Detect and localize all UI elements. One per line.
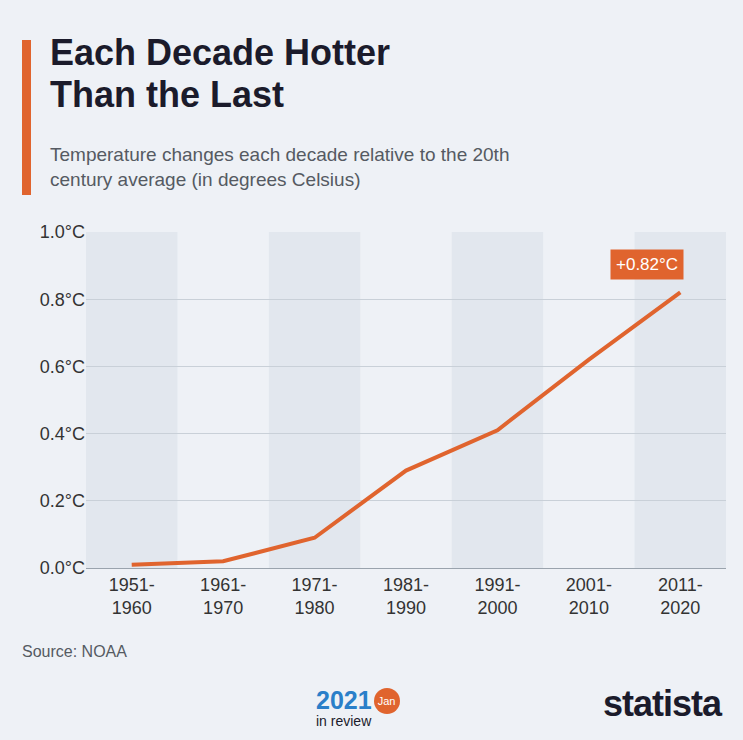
svg-text:0.6°C: 0.6°C <box>40 357 85 377</box>
svg-text:1971-1980: 1971-1980 <box>292 575 338 618</box>
svg-text:1961-1970: 1961-1970 <box>200 575 246 618</box>
svg-text:0.8°C: 0.8°C <box>40 290 85 310</box>
html-text:Each Decade Hotter Than the La: Each Decade Hotter Than the Last <box>50 32 391 115</box>
svg-text:1951-1960: 1951-1960 <box>109 575 155 618</box>
svg-text:2001-2010: 2001-2010 <box>566 575 612 618</box>
svg-text:0.2°C: 0.2°C <box>40 491 85 511</box>
svg-text:2011-2020: 2011-2020 <box>658 575 703 618</box>
svg-text:0.0°C: 0.0°C <box>40 558 85 578</box>
html-text:statista: statista <box>602 683 721 724</box>
svg-text:1991-2000: 1991-2000 <box>474 575 520 618</box>
svg-text:1981-1990: 1981-1990 <box>383 575 429 618</box>
html-text:in review: in review <box>316 713 372 729</box>
html-text:Source: NOAA: Source: NOAA <box>22 643 127 660</box>
svg-text:0.4°C: 0.4°C <box>40 424 85 444</box>
svg-text:+0.82°C: +0.82°C <box>616 255 678 274</box>
svg-text:1.0°C: 1.0°C <box>40 222 85 242</box>
html-text:Jan: Jan <box>377 694 396 707</box>
html-text:Temperature changes each decad: Temperature changes each decade relative… <box>50 144 510 190</box>
html-text:2021: 2021 <box>316 686 372 714</box>
